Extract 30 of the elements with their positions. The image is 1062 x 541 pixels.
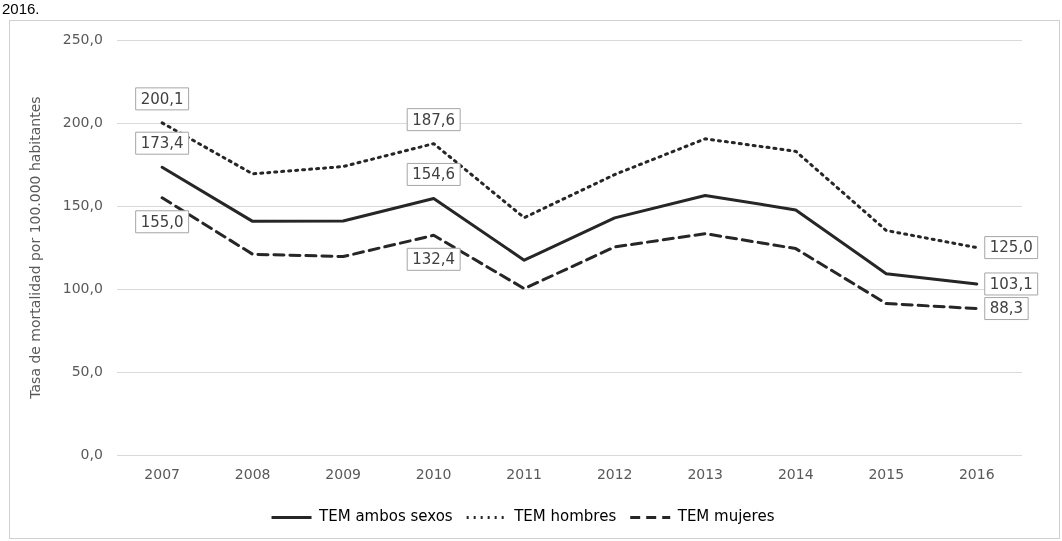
x-tick-label: 2007 xyxy=(144,466,180,483)
x-tick-label: 2016 xyxy=(958,466,995,483)
data-label: 88,3 xyxy=(989,299,1024,318)
data-label: 103,1 xyxy=(989,274,1033,293)
data-label: 132,4 xyxy=(412,250,456,269)
data-label: 155,0 xyxy=(140,212,184,231)
data-label: 173,4 xyxy=(140,134,184,153)
y-tick-label: 150,0 xyxy=(62,196,103,213)
x-tick-label: 2015 xyxy=(868,466,905,483)
data-label: 200,1 xyxy=(140,89,184,108)
y-tick-label: 200,0 xyxy=(62,113,103,130)
x-tick-label: 2009 xyxy=(325,466,361,483)
text: 2016. xyxy=(2,0,40,18)
legend-label: TEM mujeres xyxy=(676,507,775,526)
x-tick-label: 2013 xyxy=(687,466,724,483)
legend-label: TEM ambos sexos xyxy=(318,507,453,526)
x-tick-label: 2012 xyxy=(596,466,633,483)
y-tick-label: 100,0 xyxy=(62,279,103,296)
data-label: 154,6 xyxy=(412,165,456,184)
x-tick-label: 2008 xyxy=(234,466,271,483)
y-axis-title: Tasa de mortalidad por 100.000 habitantes xyxy=(27,96,44,400)
data-label: 187,6 xyxy=(412,110,456,129)
x-tick-label: 2014 xyxy=(777,466,814,483)
y-tick-label: 0,0 xyxy=(80,445,103,462)
data-label: 125,0 xyxy=(989,238,1033,257)
x-tick-label: 2010 xyxy=(415,466,452,483)
y-tick-label: 250,0 xyxy=(62,30,103,47)
legend-label: TEM hombres xyxy=(513,507,617,526)
x-tick-label: 2011 xyxy=(506,466,542,483)
y-tick-label: 50,0 xyxy=(71,362,103,379)
